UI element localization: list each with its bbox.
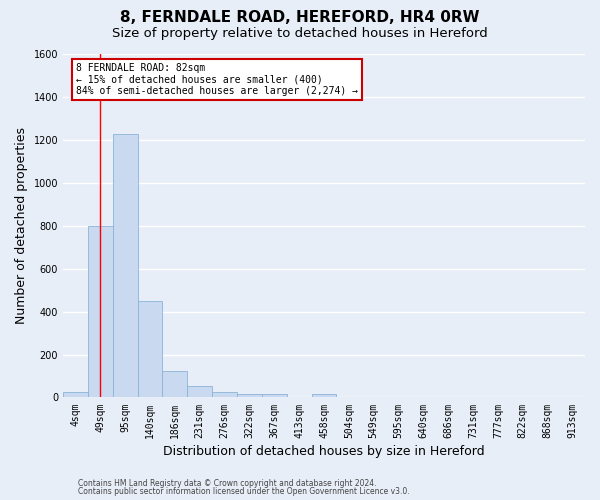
Text: Size of property relative to detached houses in Hereford: Size of property relative to detached ho… [112,28,488,40]
Text: 8 FERNDALE ROAD: 82sqm
← 15% of detached houses are smaller (400)
84% of semi-de: 8 FERNDALE ROAD: 82sqm ← 15% of detached… [76,62,358,96]
Y-axis label: Number of detached properties: Number of detached properties [15,127,28,324]
Bar [137,301,163,398]
Bar [63,392,88,398]
X-axis label: Distribution of detached houses by size in Hereford: Distribution of detached houses by size … [163,444,485,458]
Bar [88,226,113,398]
Text: Contains HM Land Registry data © Crown copyright and database right 2024.: Contains HM Land Registry data © Crown c… [78,478,377,488]
Bar [237,394,262,398]
Bar [212,392,237,398]
Bar [311,394,337,398]
Text: 8, FERNDALE ROAD, HEREFORD, HR4 0RW: 8, FERNDALE ROAD, HEREFORD, HR4 0RW [120,10,480,25]
Text: Contains public sector information licensed under the Open Government Licence v3: Contains public sector information licen… [78,487,410,496]
Bar [113,134,137,398]
Bar [262,394,287,398]
Bar [163,370,187,398]
Bar [187,386,212,398]
